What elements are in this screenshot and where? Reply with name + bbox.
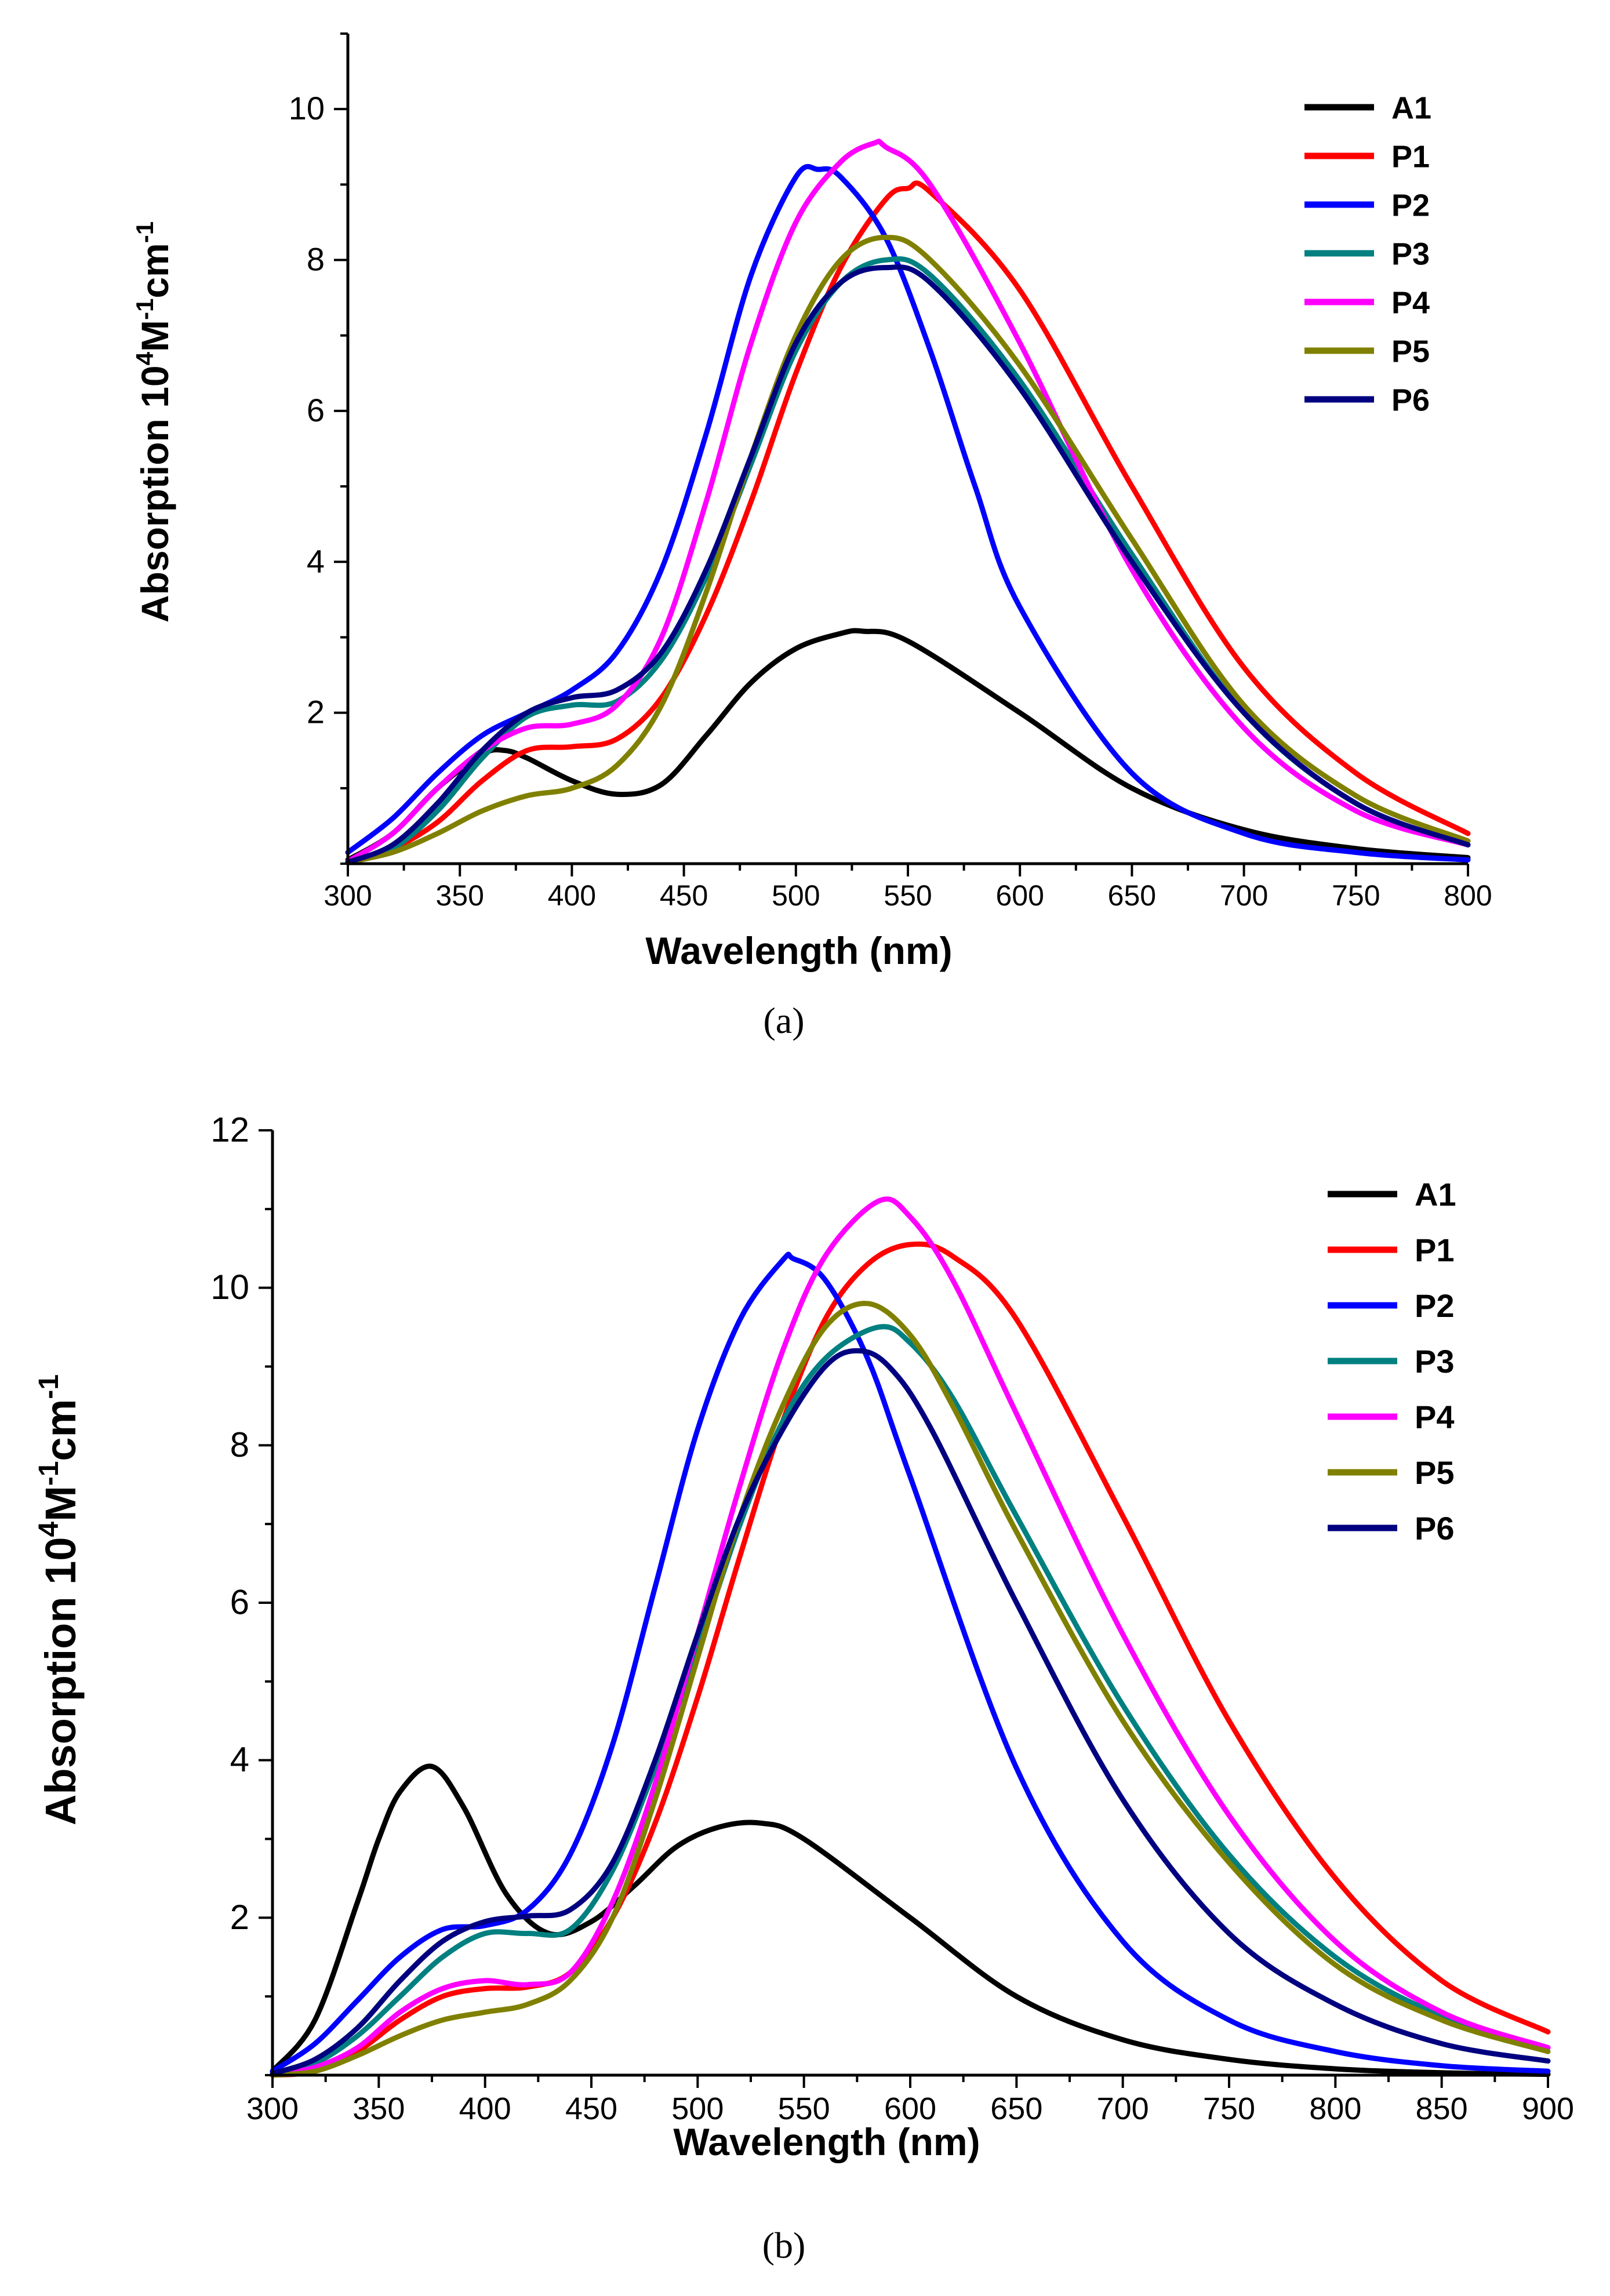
chart-b-axes: 300 350 400 450 500 550 600 650 700 750 800 850 900 2…: [210, 1110, 1574, 2126]
chart-b-series-p4: [270, 1196, 1551, 2078]
chart-b-x-tick-label: 600: [884, 2091, 936, 2126]
chart-b-series-p3: [270, 1324, 1551, 2078]
chart-a-x-tick-label: 750: [1332, 879, 1380, 912]
chart-b-legend-label-p6: P6: [1415, 1510, 1455, 1547]
chart-b-y-tick-label: 4: [230, 1740, 249, 1779]
chart-a-x-axis-title: Wavelength (nm): [645, 929, 952, 972]
chart-a-legend-label-p5: P5: [1391, 334, 1430, 369]
chart-b-y-tick-label: 12: [210, 1110, 249, 1149]
chart-b-legend-label-a1: A1: [1415, 1176, 1456, 1213]
chart-a-series-p6: [345, 264, 1471, 865]
chart-a-x-tick-label: 500: [772, 879, 820, 912]
chart-b-x-tick-label: 650: [990, 2091, 1042, 2126]
chart-a-x-tick-label: 400: [548, 879, 596, 912]
chart-b-x-tick-label: 550: [778, 2091, 830, 2126]
chart-a-y-tick-label: 6: [307, 392, 325, 428]
chart-a-legend-label-p3: P3: [1391, 236, 1430, 271]
chart-a-series-p1: [345, 180, 1471, 865]
panel-label-a: (a): [763, 1000, 804, 1041]
chart-b-legend-label-p4: P4: [1415, 1399, 1455, 1435]
chart-b-x-tick-label: 450: [565, 2091, 617, 2126]
chart-a-x-tick-label: 350: [435, 879, 484, 912]
chart-b-legend: A1 P1 P2 P3 P4 P5 P6: [1328, 1176, 1456, 1547]
chart-a-series-p5: [345, 235, 1471, 865]
chart-a-x-tick-label: 800: [1444, 879, 1492, 912]
chart-b-legend-label-p5: P5: [1415, 1454, 1455, 1491]
chart-b-series-a1: [270, 1763, 1551, 2077]
chart-b-x-tick-label: 700: [1097, 2091, 1149, 2126]
chart-b-x-tick-label: 850: [1416, 2091, 1468, 2126]
chart-b-x-tick-label: 500: [671, 2091, 724, 2126]
chart-b-legend-label-p1: P1: [1415, 1232, 1455, 1268]
chart-b-x-tick-label: 900: [1522, 2091, 1574, 2126]
chart-panel-b: 300 350 400 450 500 550 600 650 700 750 800 850 900 2…: [34, 1110, 1574, 2266]
chart-b-x-tick-label: 300: [246, 2091, 299, 2126]
chart-b-legend-label-p3: P3: [1415, 1343, 1455, 1380]
chart-a-x-tick-label: 450: [660, 879, 708, 912]
chart-b-x-tick-label: 750: [1203, 2091, 1255, 2126]
panel-label-b: (b): [762, 2225, 806, 2266]
chart-a-y-tick-label: 8: [307, 241, 325, 278]
chart-b-y-tick-label: 6: [230, 1582, 249, 1621]
chart-a-x-tick-label: 650: [1108, 879, 1156, 912]
chart-b-y-tick-label: 2: [230, 1898, 249, 1937]
chart-a-y-axis-title: Absorption 104M-1cm-1: [131, 221, 176, 623]
chart-b-x-tick-label: 400: [459, 2091, 511, 2126]
chart-b-x-tick-label: 350: [352, 2091, 405, 2126]
chart-a-legend-label-p2: P2: [1391, 188, 1430, 223]
chart-b-series-p5: [270, 1301, 1551, 2078]
chart-a-x-tick-label: 600: [995, 879, 1044, 912]
chart-a-legend-label-p4: P4: [1391, 285, 1430, 320]
chart-b-legend-label-p2: P2: [1415, 1287, 1455, 1324]
chart-a-curves: [345, 139, 1471, 865]
chart-a-x-tick-label: 550: [884, 879, 932, 912]
chart-a-y-tick-label: 2: [307, 694, 325, 730]
chart-a-y-tick-label: 4: [307, 543, 325, 579]
chart-a-legend-label-p1: P1: [1391, 139, 1430, 174]
chart-a-legend: A1 P1 P2 P3 P4 P5 P6: [1304, 90, 1431, 417]
chart-b-curves: [270, 1196, 1551, 2078]
chart-b-x-axis-title: Wavelength (nm): [673, 2120, 980, 2163]
chart-a-series-p4: [345, 139, 1471, 864]
chart-b-y-tick-label: 8: [230, 1425, 249, 1464]
chart-b-x-tick-label: 800: [1309, 2091, 1361, 2126]
chart-a-y-tick-label: 10: [289, 90, 325, 126]
chart-b-y-axis-title: Absorption 104M-1cm-1: [34, 1374, 85, 1825]
chart-a-x-tick-label: 300: [324, 879, 372, 912]
chart-panel-a: 300 350 400 450 500 550 600 650 700 750 800246810 …: [131, 32, 1492, 1041]
chart-a-axes: 300 350 400 450 500 550 600 650 700 750 800 2 4 6 8 10: [289, 32, 1492, 912]
chart-b-series-p6: [270, 1348, 1551, 2076]
chart-a-legend-label-p6: P6: [1391, 383, 1430, 417]
chart-b-y-tick-label: 10: [210, 1268, 249, 1307]
chart-a-x-tick-label: 700: [1220, 879, 1268, 912]
chart-a-legend-label-a1: A1: [1391, 90, 1431, 125]
